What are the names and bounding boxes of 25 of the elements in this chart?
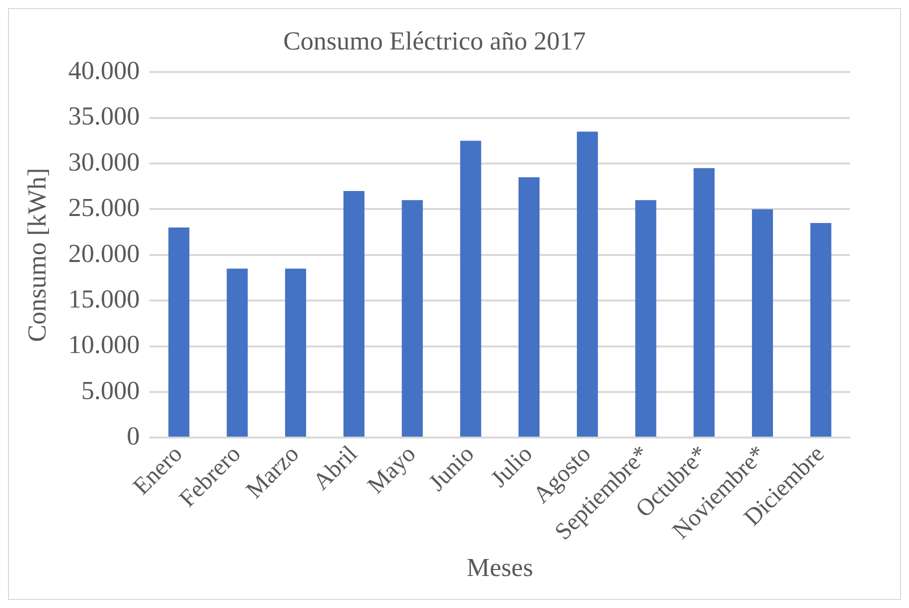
chart-title: Consumo Eléctrico año 2017: [283, 26, 586, 56]
bar: [226, 268, 248, 437]
y-tick-label: 15.000: [68, 284, 140, 314]
bar: [810, 222, 832, 437]
bar: [752, 209, 773, 437]
y-tick-label: 20.000: [68, 238, 140, 268]
bar: [635, 200, 656, 437]
y-tick-label: 0: [126, 421, 140, 450]
y-axis-title: Consumo [kWh]: [22, 168, 52, 342]
y-tick-label: 30.000: [68, 147, 140, 176]
x-tick-label: Julio: [486, 441, 538, 493]
bar: [285, 268, 306, 437]
y-tick-label: 5.000: [81, 376, 140, 405]
y-tick-label: 35.000: [68, 102, 140, 131]
bar: [694, 168, 715, 437]
bar: [402, 200, 423, 437]
bar: [518, 177, 540, 437]
y-tick-label: 25.000: [68, 193, 140, 222]
bar: [576, 132, 598, 437]
x-axis-title: Meses: [466, 553, 534, 582]
bar: [168, 228, 190, 437]
bar: [343, 190, 364, 437]
y-tick-label: 10.000: [68, 330, 140, 360]
y-tick-label: 40.000: [68, 56, 140, 86]
bar: [460, 140, 482, 437]
